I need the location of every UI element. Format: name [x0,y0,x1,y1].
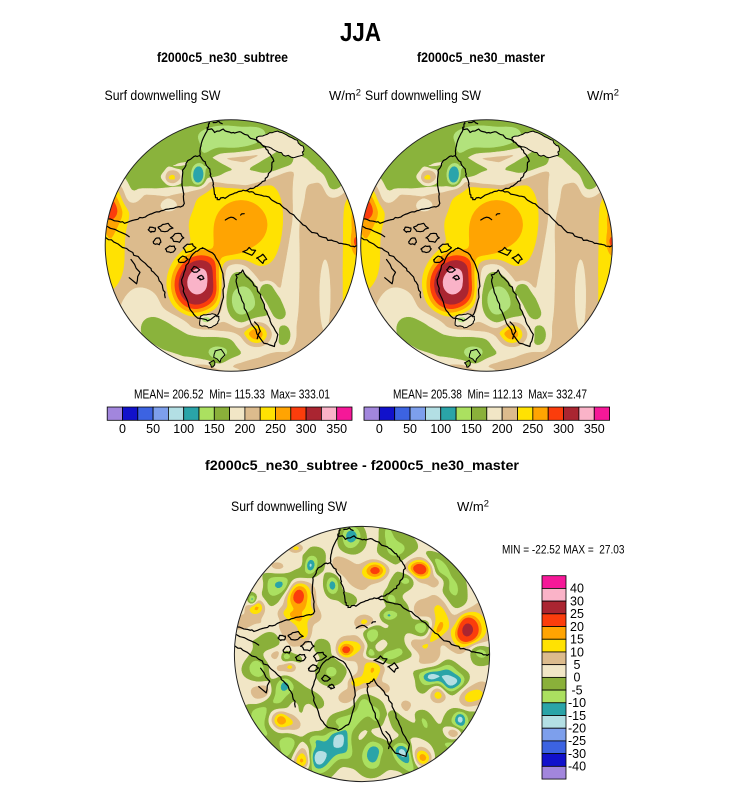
svg-text:10: 10 [570,645,584,659]
svg-text:Surf downwelling SW: Surf downwelling SW [105,88,221,103]
svg-text:15: 15 [570,633,584,647]
svg-text:MEAN= 206.52 Min= 115.33 Max: MEAN= 206.52 Min= 115.33 Max= 333.01 [134,388,330,402]
svg-text:-5: -5 [571,683,582,697]
svg-text:20: 20 [570,620,584,634]
svg-text:MEAN= 205.38 Min= 112.13 Max: MEAN= 205.38 Min= 112.13 Max= 332.47 [393,388,587,402]
svg-text:150: 150 [204,422,225,436]
svg-text:Surf downwelling SW: Surf downwelling SW [231,499,347,514]
svg-text:100: 100 [173,422,194,436]
svg-text:300: 300 [296,422,317,436]
svg-text:100: 100 [430,422,451,436]
svg-text:f2000c5_ne30_subtree: f2000c5_ne30_subtree [157,50,288,65]
svg-text:350: 350 [326,422,347,436]
svg-text:150: 150 [461,422,482,436]
svg-text:-10: -10 [568,696,586,710]
svg-text:300: 300 [553,422,574,436]
svg-text:JJA: JJA [340,17,381,47]
svg-text:Surf downwelling SW: Surf downwelling SW [365,88,481,103]
svg-text:MIN = -22.52 MAX = 27.03: MIN = -22.52 MAX = 27.03 [502,545,625,557]
svg-text:0: 0 [376,422,383,436]
svg-text:-15: -15 [568,709,586,723]
svg-text:W/m2: W/m2 [457,498,489,515]
svg-text:-30: -30 [568,747,586,761]
svg-text:50: 50 [146,422,160,436]
svg-text:350: 350 [584,422,605,436]
svg-text:W/m2: W/m2 [587,87,619,104]
svg-text:0: 0 [574,671,581,685]
svg-text:-20: -20 [568,722,586,736]
svg-text:5: 5 [574,658,581,672]
svg-text:W/m2: W/m2 [329,87,361,104]
svg-text:250: 250 [522,422,543,436]
svg-text:40: 40 [570,582,584,596]
svg-text:200: 200 [492,422,513,436]
svg-text:f2000c5_ne30_master: f2000c5_ne30_master [417,50,546,65]
svg-text:200: 200 [234,422,255,436]
svg-text:f2000c5_ne30_subtree - f2000c5: f2000c5_ne30_subtree - f2000c5_ne30_mast… [205,458,520,473]
svg-text:250: 250 [265,422,286,436]
svg-text:-25: -25 [568,734,586,748]
svg-text:50: 50 [403,422,417,436]
svg-text:0: 0 [119,422,126,436]
svg-text:30: 30 [570,594,584,608]
svg-text:25: 25 [570,607,584,621]
svg-text:-40: -40 [568,760,586,774]
